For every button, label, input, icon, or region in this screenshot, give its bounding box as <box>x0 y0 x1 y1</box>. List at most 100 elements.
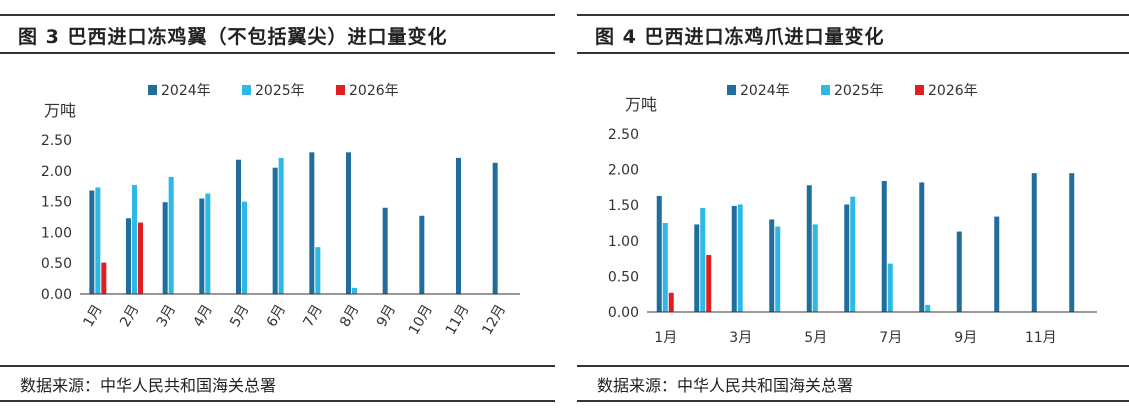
y-axis-label: 万吨 <box>44 101 76 120</box>
x-tick-label: 6月 <box>264 302 289 330</box>
bar-2025-1月 <box>95 187 101 294</box>
legend-swatch-2024 <box>148 85 157 95</box>
x-tick-label: 5月 <box>227 302 252 330</box>
source-note: 数据来源：中华人民共和国海关总署 <box>20 376 277 395</box>
top-rule <box>577 14 1129 16</box>
y-tick-label: 0.50 <box>41 256 72 272</box>
legend-swatch-2024 <box>727 85 736 95</box>
legend-swatch-2026 <box>915 85 924 95</box>
bar-2025-4月 <box>775 226 781 312</box>
legend-label-2025: 2025年 <box>255 83 305 99</box>
bar-2024-4月 <box>199 198 205 294</box>
legend-label-2024: 2024年 <box>740 83 790 99</box>
bar-2024-9月 <box>382 207 388 294</box>
bottom-rule <box>577 400 1129 402</box>
bar-2024-11月 <box>456 157 461 294</box>
bar-2025-5月 <box>242 201 247 294</box>
x-tick-label: 11月 <box>443 302 473 338</box>
bar-2024-1月 <box>89 190 95 294</box>
x-tick-label: 3月 <box>729 330 752 346</box>
y-axis-label: 万吨 <box>625 95 657 114</box>
bar-2025-8月 <box>352 287 357 294</box>
y-tick-label: 1.00 <box>41 225 72 241</box>
x-tick-label: 8月 <box>337 302 362 330</box>
bar-2026-2月 <box>138 222 143 294</box>
bar-2024-9月 <box>956 231 962 312</box>
x-tick-label: 9月 <box>954 330 977 346</box>
bar-2024-7月 <box>309 152 315 294</box>
bar-2024-10月 <box>994 216 1000 312</box>
chart-title: 图 4 巴西进口冻鸡爪进口量变化 <box>595 26 885 48</box>
bar-2024-5月 <box>806 185 812 312</box>
y-tick-label: 0.00 <box>608 305 639 321</box>
bar-2024-3月 <box>162 202 168 294</box>
source-rule <box>0 365 555 367</box>
bar-2025-3月 <box>168 176 174 294</box>
bar-2026-1月 <box>668 292 674 312</box>
bar-2025-6月 <box>278 157 284 294</box>
chart-panel-feet: 图 4 巴西进口冻鸡爪进口量变化 万吨 0.00 0.50 1.00 1.50 2.00 2… <box>577 0 1129 417</box>
legend-label-2025: 2025年 <box>834 83 884 99</box>
bar-2024-6月 <box>272 167 278 294</box>
x-tick-label: 3月 <box>154 302 179 330</box>
top-rule <box>0 14 555 16</box>
bar-2024-5月 <box>236 159 241 294</box>
x-tick-label: 9月 <box>374 302 399 330</box>
bar-2025-1月 <box>662 223 668 312</box>
title-rule <box>0 52 555 54</box>
y-tick-label: 2.00 <box>41 164 72 180</box>
y-tick-label: 1.50 <box>608 198 639 214</box>
bar-2024-2月 <box>126 218 131 294</box>
bar-2024-6月 <box>844 204 850 312</box>
x-tick-label: 5月 <box>804 330 827 346</box>
x-tick-label: 2月 <box>117 302 142 330</box>
chart-panel-wings: 图 3 巴西进口冻鸡翼（不包括翼尖）进口量变化 万吨 0.00 0.50 1.00 1.… <box>0 0 555 417</box>
bar-2025-7月 <box>887 263 893 312</box>
bar-2026-2月 <box>706 255 712 312</box>
bar-2024-10月 <box>419 215 425 294</box>
bar-2025-4月 <box>205 193 211 294</box>
bar-2024-8月 <box>919 182 925 312</box>
bar-chart-feet: 万吨 0.00 0.50 1.00 1.50 2.00 2.50 2024年 2025年 2026… <box>608 83 1097 346</box>
y-tick-label: 2.50 <box>41 133 72 149</box>
y-tick-label: 0.50 <box>608 269 639 285</box>
bar-2025-8月 <box>925 304 931 312</box>
bottom-rule <box>0 400 555 402</box>
bar-2024-4月 <box>769 219 775 312</box>
bar-2024-8月 <box>346 152 351 294</box>
bar-2024-2月 <box>694 224 700 312</box>
legend-label-2024: 2024年 <box>161 83 211 99</box>
x-tick-label: 1月 <box>654 330 677 346</box>
bar-2025-2月 <box>700 208 706 312</box>
bar-2024-1月 <box>656 195 662 312</box>
bar-2024-12月 <box>492 162 498 294</box>
legend-swatch-2026 <box>336 85 345 95</box>
bar-2026-1月 <box>101 262 107 294</box>
bar-2024-11月 <box>1031 173 1037 312</box>
bar-chart-wings: 万吨 0.00 0.50 1.00 1.50 2.00 2.50 2024年 2025年 2026… <box>41 83 520 338</box>
legend-swatch-2025 <box>242 85 251 95</box>
source-note: 数据来源：中华人民共和国海关总署 <box>597 376 854 395</box>
x-tick-label: 12月 <box>479 302 509 338</box>
bar-2025-6月 <box>850 196 856 312</box>
bar-2025-3月 <box>737 204 743 312</box>
title-rule <box>577 52 1129 54</box>
chart-title: 图 3 巴西进口冻鸡翼（不包括翼尖）进口量变化 <box>18 26 448 48</box>
legend-swatch-2025 <box>821 85 830 95</box>
x-tick-label: 11月 <box>1025 330 1057 346</box>
y-tick-label: 1.00 <box>608 234 639 250</box>
bar-2024-12月 <box>1069 173 1075 312</box>
legend-label-2026: 2026年 <box>349 83 399 99</box>
source-rule <box>577 365 1129 367</box>
bar-2025-7月 <box>315 247 321 294</box>
bar-2024-7月 <box>881 180 887 312</box>
x-tick-label: 7月 <box>879 330 902 346</box>
x-tick-label: 10月 <box>406 302 436 338</box>
x-tick-label: 7月 <box>300 302 325 330</box>
y-tick-label: 2.00 <box>608 163 639 179</box>
x-tick-label: 1月 <box>80 302 105 330</box>
legend-label-2026: 2026年 <box>928 83 978 99</box>
bar-2025-5月 <box>812 224 818 312</box>
bar-2025-2月 <box>132 184 137 294</box>
y-tick-label: 0.00 <box>41 287 72 303</box>
